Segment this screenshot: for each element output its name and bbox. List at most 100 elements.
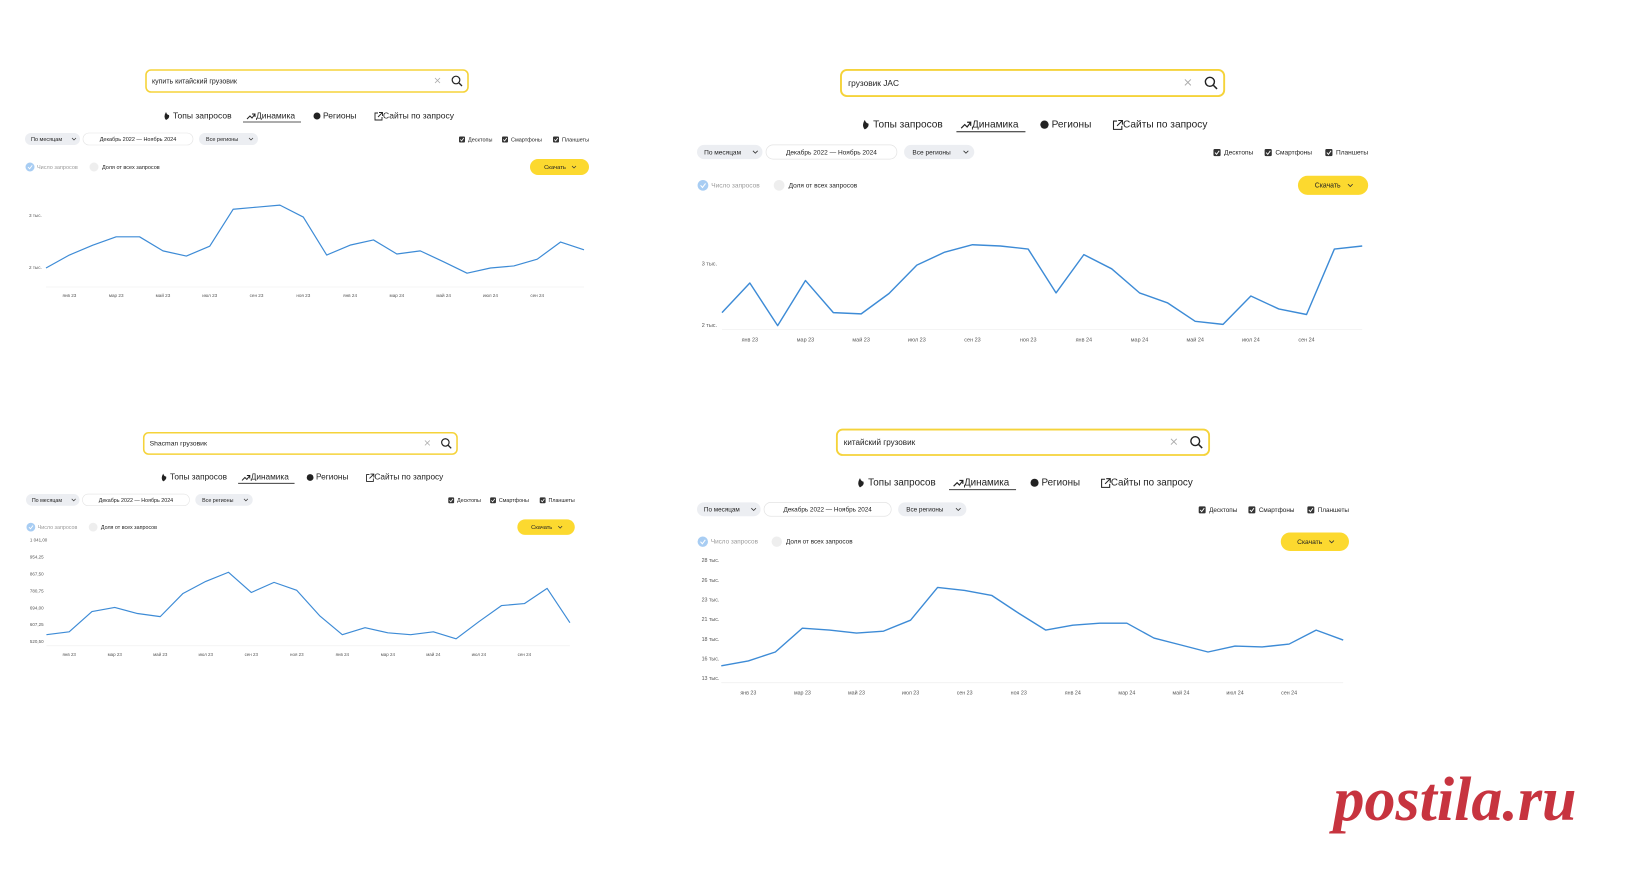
tab[interactable]: Регионы <box>1052 119 1092 130</box>
search-box[interactable] <box>835 428 1211 456</box>
tab[interactable]: Динамика <box>964 477 1010 488</box>
tab[interactable]: Регионы <box>1041 477 1080 488</box>
search-icon[interactable] <box>1190 436 1201 447</box>
period-select[interactable] <box>26 494 80 506</box>
clear-icon[interactable] <box>1184 79 1192 86</box>
metric-label: Доля от всех запросов <box>101 525 157 531</box>
tab[interactable]: Регионы <box>316 473 349 482</box>
clear-icon[interactable] <box>424 440 431 446</box>
x-tick-label: янв 24 <box>1076 337 1093 343</box>
x-tick-label: май 24 <box>1186 336 1203 343</box>
metric-radio-on[interactable] <box>697 179 709 191</box>
device-checkbox[interactable] <box>1325 149 1333 157</box>
tab[interactable]: Сайты по запросу <box>374 473 444 482</box>
device-checkbox[interactable] <box>1198 506 1206 514</box>
y-tick-label: 23 тыс. <box>702 597 720 603</box>
tab[interactable]: Динамика <box>251 473 289 482</box>
download-button[interactable] <box>530 159 589 175</box>
chevron <box>752 150 758 154</box>
tab[interactable]: Регионы <box>323 110 356 120</box>
device-label: Планшеты <box>549 498 575 504</box>
search-box[interactable] <box>142 431 458 455</box>
wordstat-panel: Shacman грузовик Топы запросов Динамика Рег… <box>26 431 575 657</box>
region-select-label: Все регионы <box>202 498 233 504</box>
clear-icon[interactable] <box>1170 438 1178 445</box>
search-icon-handle <box>1212 84 1218 90</box>
date-range[interactable] <box>82 493 190 506</box>
x-tick-label: сен 24 <box>1298 337 1314 343</box>
period-select[interactable] <box>697 502 761 517</box>
search-box[interactable] <box>145 69 469 93</box>
x-tick-label: ноя 23 <box>1020 337 1037 343</box>
date-range[interactable] <box>82 132 194 146</box>
tab[interactable]: Динамика <box>256 110 295 120</box>
x-tick-label: янв 23 <box>62 293 76 298</box>
date-range[interactable] <box>763 502 892 517</box>
device-checkbox[interactable] <box>539 497 546 504</box>
chevron <box>1329 540 1335 544</box>
chevron <box>963 150 969 154</box>
x-tick-label: июл 24 <box>1242 337 1260 343</box>
x-tick-label: мар 24 <box>390 293 405 298</box>
device-checkbox[interactable] <box>1248 506 1256 514</box>
region-select[interactable] <box>199 133 258 145</box>
search-icon[interactable] <box>451 75 461 85</box>
metric-radio-off[interactable] <box>89 162 99 172</box>
metric-label: Число запросов <box>37 165 78 171</box>
checkmark <box>491 498 496 503</box>
tab[interactable]: Топы запросов <box>173 110 232 120</box>
region-select-label: Все регионы <box>206 137 238 143</box>
x-tick-label: май 24 <box>436 292 451 298</box>
metric-radio-off[interactable] <box>88 522 98 532</box>
metric-radio-on[interactable] <box>26 522 36 532</box>
date-range[interactable] <box>765 144 898 160</box>
tab[interactable]: Динамика <box>972 119 1019 130</box>
trend-icon <box>960 121 972 129</box>
download-label: Скачать <box>1297 539 1323 546</box>
period-select[interactable] <box>25 133 80 145</box>
device-checkbox[interactable] <box>490 497 496 504</box>
search-icon[interactable] <box>441 438 450 447</box>
checkmark <box>700 539 706 545</box>
tab[interactable]: Сайты по запросу <box>1111 477 1193 488</box>
region-select[interactable] <box>898 502 967 517</box>
device-checkbox[interactable] <box>448 497 455 504</box>
x-tick-label: сен 24 <box>530 293 544 298</box>
tab[interactable]: Сайты по запросу <box>383 110 455 120</box>
device-checkbox[interactable] <box>459 136 465 143</box>
x-tick-label: июл 23 <box>202 293 217 298</box>
download-button[interactable] <box>1280 532 1349 551</box>
device-checkbox[interactable] <box>1264 149 1272 157</box>
x-tick-label: мар 24 <box>1131 337 1148 343</box>
clear-icon[interactable] <box>434 77 441 84</box>
device-checkbox[interactable] <box>1213 149 1221 157</box>
search-box[interactable] <box>840 68 1226 98</box>
device-checkbox[interactable] <box>553 136 559 143</box>
metric-radio-on[interactable] <box>697 536 708 547</box>
metric-radio-off[interactable] <box>771 536 782 547</box>
tab[interactable]: Топы запросов <box>170 473 228 482</box>
metric-radio-off[interactable] <box>773 179 785 191</box>
period-select-label: По месяцам <box>32 498 63 504</box>
region-select[interactable] <box>195 494 253 506</box>
y-tick-label: 18 тыс. <box>702 637 720 643</box>
metric-radio-on[interactable] <box>25 162 35 172</box>
device-checkbox[interactable] <box>502 136 508 143</box>
device-checkbox[interactable] <box>1307 506 1315 514</box>
x-tick-label: май 24 <box>1173 690 1190 697</box>
globe-icon <box>306 474 314 481</box>
region-select[interactable] <box>904 144 975 160</box>
tab[interactable]: Сайты по запросу <box>1123 119 1208 130</box>
tab[interactable]: Топы запросов <box>873 119 943 130</box>
region-select-label: Все регионы <box>912 149 951 156</box>
tab[interactable]: Топы запросов <box>868 477 936 488</box>
y-tick-label: 2 тыс. <box>29 265 42 270</box>
x-tick-label: мар 23 <box>794 691 811 697</box>
download-button[interactable] <box>1297 175 1369 195</box>
period-select[interactable] <box>697 144 763 160</box>
y-tick-label: 2 тыс. <box>702 323 718 329</box>
search-icon[interactable] <box>1204 76 1216 88</box>
fire-icon <box>863 119 869 130</box>
download-button[interactable] <box>517 519 575 535</box>
watermark: postila.ru <box>1329 766 1577 834</box>
